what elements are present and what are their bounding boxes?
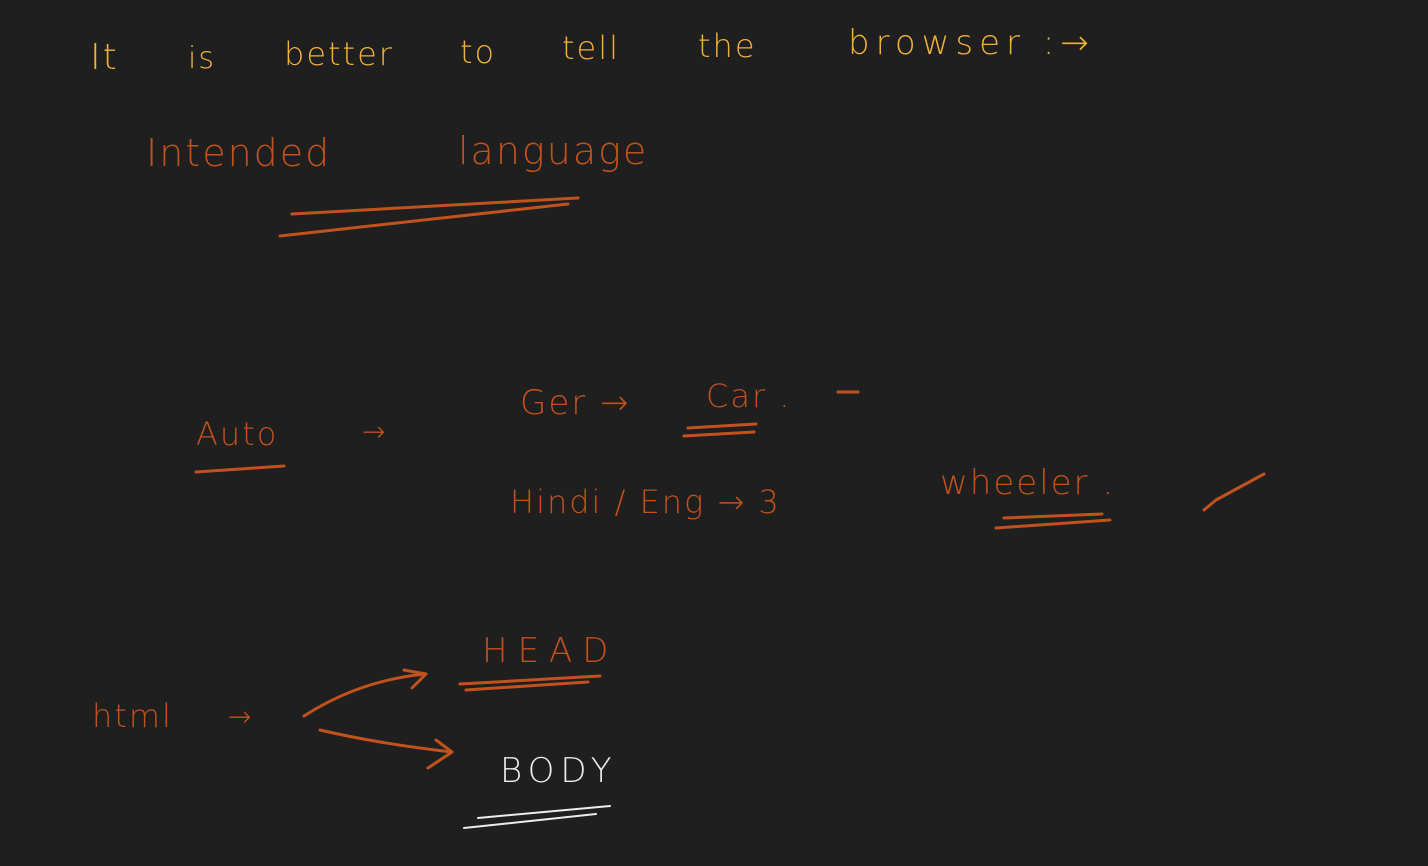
auto-arrow: →: [362, 415, 388, 448]
html-root-label: html: [92, 697, 173, 735]
auto-underline: [194, 464, 286, 474]
body-underline-2: [463, 813, 597, 829]
arrow-to-head: [302, 672, 428, 718]
headline-word-tell: tell: [562, 29, 621, 67]
headline-word-to: to: [460, 33, 497, 71]
language-underline: [290, 196, 580, 216]
body-label: BODY: [500, 751, 618, 791]
head-underline: [458, 674, 602, 686]
car-underline: [686, 422, 758, 430]
headline-word-better: better: [284, 35, 394, 73]
html-root-arrow: →: [228, 700, 254, 733]
arrow-to-body-tip: [426, 738, 454, 770]
headline-word-browser: browser :→: [848, 23, 1095, 63]
wheeler-underline: [1002, 512, 1104, 520]
headline-word-the: the: [698, 27, 757, 65]
intended-word: Intended: [146, 131, 332, 175]
auto-label: Auto: [196, 415, 279, 453]
body-underline: [477, 805, 611, 819]
language-underline-2: [278, 202, 570, 238]
hindi-result: wheeler .: [940, 463, 1116, 503]
headline-word-it: It: [90, 37, 119, 78]
hindi-line: Hindi / Eng → 3: [510, 483, 781, 521]
arrow-to-body: [318, 728, 454, 754]
wheeler-underline-2: [994, 518, 1112, 530]
head-label: HEAD: [482, 631, 619, 671]
arrow-to-head-tip: [402, 668, 428, 690]
car-underline-2: [682, 430, 756, 438]
ger-line: Ger →: [520, 383, 631, 423]
headline-word-is: is: [188, 41, 216, 76]
check-mark-icon: [1202, 472, 1266, 512]
language-word: language: [458, 129, 649, 173]
ger-result: Car .: [706, 377, 792, 415]
head-underline-2: [464, 680, 590, 692]
